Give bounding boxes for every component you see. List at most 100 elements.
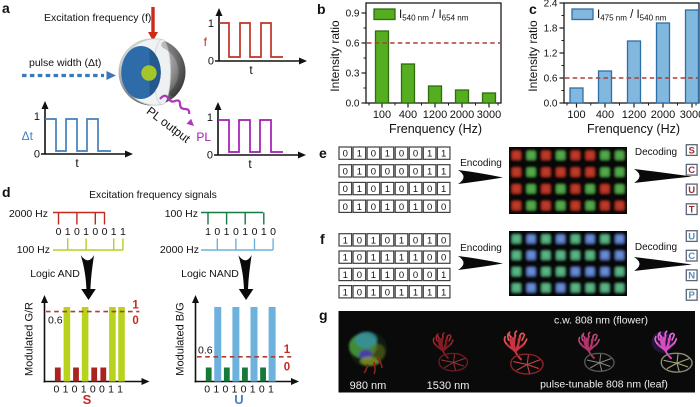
svg-text:0: 0 bbox=[284, 362, 290, 374]
svg-text:1: 1 bbox=[427, 287, 432, 298]
svg-text:1200: 1200 bbox=[622, 109, 646, 121]
svg-text:t: t bbox=[75, 156, 79, 170]
svg-text:1: 1 bbox=[441, 166, 446, 177]
svg-text:0: 0 bbox=[399, 270, 404, 281]
svg-text:pulse-tunable 808 nm (leaf): pulse-tunable 808 nm (leaf) bbox=[540, 379, 668, 391]
svg-text:0: 0 bbox=[441, 253, 446, 264]
svg-text:1: 1 bbox=[413, 287, 418, 298]
svg-text:1: 1 bbox=[385, 270, 390, 281]
svg-text:400: 400 bbox=[596, 109, 614, 121]
svg-text:0.3: 0.3 bbox=[346, 69, 360, 80]
svg-text:1: 1 bbox=[268, 384, 274, 396]
svg-text:1: 1 bbox=[441, 149, 446, 160]
svg-text:Frenquency (Hz): Frenquency (Hz) bbox=[587, 122, 680, 136]
svg-text:0: 0 bbox=[399, 149, 404, 160]
svg-text:0.9: 0.9 bbox=[346, 9, 360, 20]
svg-text:1: 1 bbox=[371, 270, 376, 281]
svg-text:0: 0 bbox=[427, 270, 432, 281]
svg-text:0: 0 bbox=[427, 184, 432, 195]
svg-text:1530 nm: 1530 nm bbox=[427, 380, 470, 392]
svg-text:1: 1 bbox=[213, 384, 219, 396]
svg-text:1: 1 bbox=[65, 226, 71, 238]
svg-text:PL output: PL output bbox=[144, 104, 194, 146]
svg-text:T: T bbox=[689, 205, 695, 216]
svg-text:0: 0 bbox=[413, 270, 418, 281]
svg-text:0.0: 0.0 bbox=[544, 99, 558, 110]
svg-text:d: d bbox=[2, 184, 11, 200]
svg-text:PL: PL bbox=[196, 130, 211, 144]
svg-text:U: U bbox=[234, 392, 243, 407]
svg-text:1: 1 bbox=[371, 287, 376, 298]
svg-text:100: 100 bbox=[567, 109, 585, 121]
svg-text:b: b bbox=[317, 1, 326, 17]
svg-text:0: 0 bbox=[208, 56, 214, 68]
svg-text:1: 1 bbox=[427, 235, 432, 246]
svg-text:0: 0 bbox=[357, 270, 362, 281]
svg-text:0.6: 0.6 bbox=[544, 74, 558, 85]
svg-text:U: U bbox=[688, 231, 695, 242]
svg-text:1: 1 bbox=[427, 166, 432, 177]
svg-text:Encoding: Encoding bbox=[460, 158, 502, 169]
svg-text:f: f bbox=[320, 231, 325, 247]
svg-text:0: 0 bbox=[399, 202, 404, 213]
svg-text:0: 0 bbox=[90, 384, 96, 396]
svg-text:t: t bbox=[248, 157, 252, 171]
svg-text:1: 1 bbox=[399, 287, 404, 298]
svg-text:0: 0 bbox=[53, 384, 59, 396]
svg-text:C: C bbox=[688, 165, 695, 176]
svg-text:Logic AND: Logic AND bbox=[30, 268, 80, 280]
svg-text:U: U bbox=[688, 185, 695, 196]
svg-text:1: 1 bbox=[413, 202, 418, 213]
svg-text:1.2: 1.2 bbox=[544, 49, 558, 60]
svg-text:0: 0 bbox=[343, 184, 348, 195]
svg-text:1: 1 bbox=[261, 226, 267, 238]
svg-text:1: 1 bbox=[63, 384, 69, 396]
svg-text:1: 1 bbox=[371, 235, 376, 246]
svg-text:Intensity ratio: Intensity ratio bbox=[328, 20, 342, 92]
svg-text:1: 1 bbox=[385, 149, 390, 160]
svg-text:1: 1 bbox=[371, 253, 376, 264]
svg-text:0: 0 bbox=[92, 226, 98, 238]
svg-text:100 Hz: 100 Hz bbox=[165, 208, 198, 220]
svg-text:0: 0 bbox=[204, 384, 210, 396]
svg-text:0: 0 bbox=[132, 315, 138, 327]
svg-text:1: 1 bbox=[232, 384, 238, 396]
svg-text:0: 0 bbox=[102, 226, 108, 238]
svg-text:1: 1 bbox=[357, 184, 362, 195]
svg-text:1: 1 bbox=[132, 300, 139, 312]
svg-text:Logic NAND: Logic NAND bbox=[181, 268, 239, 280]
svg-text:0: 0 bbox=[222, 384, 228, 396]
svg-text:1: 1 bbox=[399, 253, 404, 264]
svg-text:1: 1 bbox=[441, 184, 446, 195]
svg-text:0: 0 bbox=[441, 202, 446, 213]
svg-text:S: S bbox=[689, 145, 695, 156]
svg-text:e: e bbox=[319, 145, 327, 161]
svg-text:1: 1 bbox=[441, 270, 446, 281]
svg-text:0: 0 bbox=[413, 149, 418, 160]
svg-text:0: 0 bbox=[371, 202, 376, 213]
svg-text:2000: 2000 bbox=[450, 109, 474, 121]
svg-text:pulse width (Δt): pulse width (Δt) bbox=[29, 57, 101, 69]
svg-text:1: 1 bbox=[224, 226, 230, 238]
svg-text:0: 0 bbox=[252, 226, 258, 238]
svg-text:1: 1 bbox=[83, 226, 89, 238]
svg-text:1: 1 bbox=[343, 270, 348, 281]
svg-text:1.8: 1.8 bbox=[544, 24, 558, 35]
svg-text:0: 0 bbox=[399, 166, 404, 177]
svg-text:1: 1 bbox=[205, 226, 211, 238]
svg-text:1: 1 bbox=[343, 235, 348, 246]
svg-text:0: 0 bbox=[34, 149, 40, 161]
svg-text:f: f bbox=[204, 35, 208, 49]
svg-text:1: 1 bbox=[120, 226, 126, 238]
svg-text:1: 1 bbox=[385, 253, 390, 264]
svg-text:0: 0 bbox=[270, 226, 276, 238]
svg-text:0: 0 bbox=[399, 184, 404, 195]
svg-text:0: 0 bbox=[413, 166, 418, 177]
svg-text:Modulated G/R: Modulated G/R bbox=[24, 302, 36, 376]
svg-text:Excitation frequency signals: Excitation frequency signals bbox=[89, 190, 217, 201]
svg-text:1: 1 bbox=[81, 384, 87, 396]
svg-text:0: 0 bbox=[259, 384, 265, 396]
svg-text:400: 400 bbox=[399, 109, 417, 121]
svg-text:I540 nm / I654 nm: I540 nm / I654 nm bbox=[399, 9, 469, 23]
svg-text:1: 1 bbox=[413, 253, 418, 264]
